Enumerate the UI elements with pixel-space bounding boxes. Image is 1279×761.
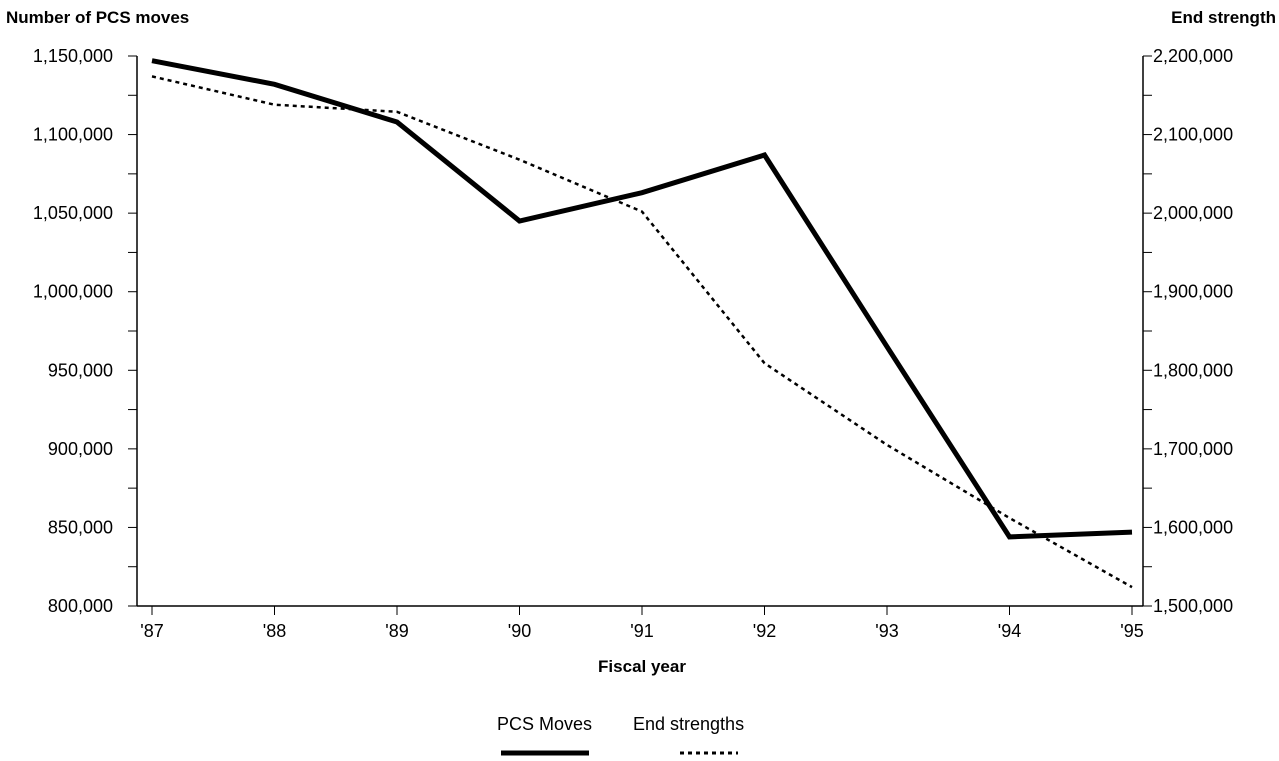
legend-label-end-strengths: End strengths [633,714,744,734]
left-tick-label: 850,000 [48,517,113,537]
right-tick-label: 1,700,000 [1153,439,1233,459]
x-axis-title: Fiscal year [598,657,686,676]
right-tick-label: 1,800,000 [1153,360,1233,380]
left-tick-label: 1,100,000 [33,125,113,145]
legend: PCS Moves End strengths [497,714,744,756]
x-tick-label: '91 [630,621,653,641]
left-tick-label: 1,050,000 [33,203,113,223]
right-tick-label: 1,500,000 [1153,596,1233,616]
x-tick-label: '88 [263,621,286,641]
right-tick-label: 2,200,000 [1153,46,1233,66]
left-axis-title: Number of PCS moves [6,8,189,27]
right-tick-label: 1,900,000 [1153,282,1233,302]
left-tick-label: 1,150,000 [33,46,113,66]
right-tick-label: 2,000,000 [1153,203,1233,223]
x-tick-label: '90 [508,621,531,641]
axes: 800,000 850,000 900,000 950,000 1,000,000 1,0… [33,46,1233,641]
left-tick-label: 1,000,000 [33,282,113,302]
left-tick-label: 800,000 [48,596,113,616]
series-line-end-strengths [151,75,1133,589]
right-axis-title: End strength [1171,8,1276,27]
legend-label-pcs-moves: PCS Moves [497,714,592,734]
x-tick-label: '95 [1120,621,1143,641]
x-tick-label: '94 [998,621,1021,641]
series-layer [151,58,1133,589]
left-tick-label: 950,000 [48,360,113,380]
right-tick-label: 2,100,000 [1153,125,1233,145]
left-tick-label: 900,000 [48,439,113,459]
series-line-pcs-moves [151,58,1133,540]
right-tick-label: 1,600,000 [1153,517,1233,537]
x-tick-label: '89 [385,621,408,641]
x-tick-label: '93 [875,621,898,641]
x-tick-label: '92 [753,621,776,641]
x-tick-label: '87 [140,621,163,641]
